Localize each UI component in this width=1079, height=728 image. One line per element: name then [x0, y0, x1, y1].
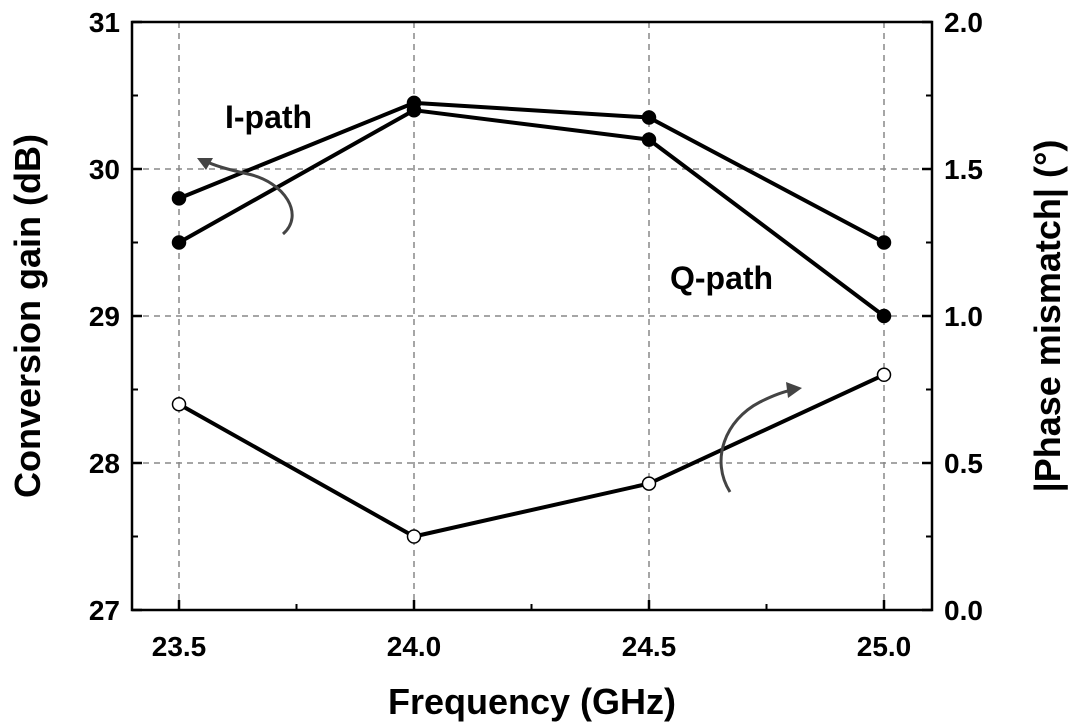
series-2-point: [641, 476, 657, 491]
series-1-point: [406, 102, 422, 118]
right-axis-arrowhead: [786, 382, 802, 398]
series: [171, 95, 892, 544]
series-1-line: [178, 108, 886, 318]
left-axis-arrow: [204, 159, 294, 236]
x-tick-label: 24.5: [622, 631, 677, 662]
tick-labels: 23.5 24.0 24.5 25.0 27 28 29 30 31 0.0 0.5 1.0 1.5 2.…: [89, 7, 983, 662]
y-left-tick-label: 28: [89, 448, 120, 479]
series-2-line: [178, 372, 885, 539]
y-left-tick-label: 27: [89, 595, 120, 626]
series-1-point: [876, 308, 892, 324]
axis-ticks: [132, 20, 932, 612]
y-right-tick-label: 0.0: [944, 595, 983, 626]
series-1-point: [641, 132, 657, 147]
series-2-point: [171, 396, 187, 412]
y-right-tick-label: 1.5: [944, 154, 983, 185]
x-tick-label: 24.0: [387, 631, 442, 662]
series-1-point: [171, 235, 187, 250]
right-axis-arrow: [719, 388, 793, 493]
y-left-tick-label: 30: [89, 154, 120, 185]
series-2-point: [406, 529, 422, 544]
x-tick-label: 23.5: [152, 631, 207, 662]
series-0-point: [171, 191, 187, 206]
annotation-i-path: I-path: [225, 99, 312, 135]
y-left-tick-label: 29: [89, 301, 120, 332]
x-axis-title: Frequency (GHz): [388, 681, 676, 722]
y-axis-right-title: |Phase mismatch| (°): [1027, 140, 1069, 493]
y-left-tick-label: 31: [89, 7, 120, 38]
annotation-q-path: Q-path: [670, 260, 773, 296]
grid: [132, 22, 932, 610]
series-0-line: [178, 100, 885, 245]
y-axis-left-title: Conversion gain (dB): [7, 134, 48, 498]
y-right-tick-label: 2.0: [944, 7, 983, 38]
y-right-tick-label: 1.0: [944, 301, 983, 332]
left-axis-arrowhead: [197, 158, 213, 170]
series-0-point: [876, 235, 892, 250]
series-2-point: [876, 367, 892, 383]
y-right-tick-label: 0.5: [944, 448, 983, 479]
series-0-point: [641, 110, 657, 125]
x-tick-label: 25.0: [857, 631, 912, 662]
